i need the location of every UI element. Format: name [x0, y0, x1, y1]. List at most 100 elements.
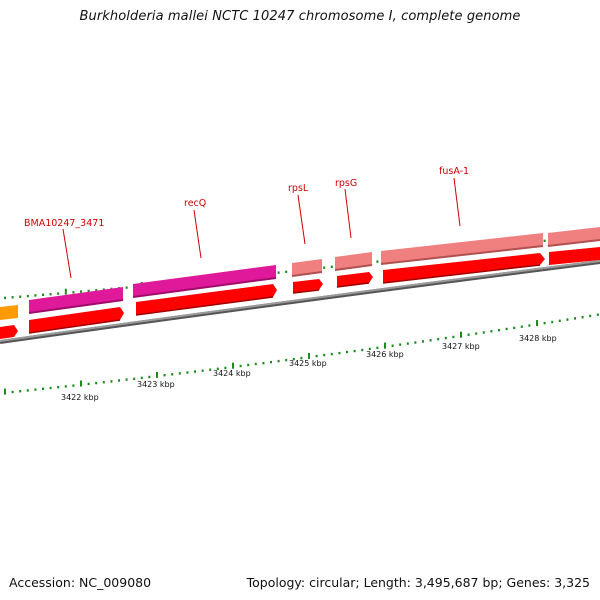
gene-track-minor-tick	[87, 289, 90, 293]
scale-track-minor-tick	[361, 348, 364, 352]
scale-track-minor-tick	[513, 326, 516, 330]
scale-track-minor-tick	[444, 336, 447, 340]
scale-track-minor-tick	[34, 388, 37, 391]
scale-track-minor-tick	[376, 346, 379, 349]
scale-track-minor-tick	[490, 330, 493, 333]
scale-track-minor-tick	[566, 318, 569, 321]
scale-label-3425: 3425 kbp	[289, 359, 327, 368]
gene-feature-orange	[0, 305, 18, 320]
scale-tick-track	[4, 313, 599, 395]
gene-track-minor-tick	[11, 296, 14, 299]
scale-track-major-tick	[308, 352, 310, 359]
gene-track-minor-tick	[323, 266, 326, 269]
gene-track-minor-tick	[102, 288, 105, 291]
gene-label-rpsG: rpsG	[335, 178, 357, 189]
scale-track-minor-tick	[399, 343, 402, 346]
scale-track-minor-tick	[596, 313, 599, 316]
leader-rpsL	[297, 194, 306, 245]
scale-labels: 3422 kbp 3423 kbp 3424 kbp 3425 kbp 3426…	[61, 334, 557, 402]
scale-track-minor-tick	[87, 382, 90, 386]
scale-track-minor-tick	[520, 325, 523, 328]
scale-track-minor-tick	[368, 347, 371, 351]
scale-track-minor-tick	[133, 377, 136, 380]
scale-track-minor-tick	[323, 353, 326, 357]
scale-track-minor-tick	[224, 366, 227, 370]
scale-track-minor-tick	[163, 374, 166, 377]
scale-track-minor-tick	[194, 370, 196, 373]
scale-track-minor-tick	[49, 386, 52, 390]
scale-track-minor-tick	[315, 354, 318, 358]
cds-features	[0, 247, 600, 339]
scale-track-minor-tick	[437, 338, 440, 341]
scale-track-minor-tick	[422, 340, 424, 343]
scale-track-minor-tick	[72, 384, 75, 387]
scale-track-minor-tick	[505, 327, 508, 331]
scale-label-3426: 3426 kbp	[366, 350, 404, 359]
scale-track-minor-tick	[178, 372, 181, 375]
gene-track-minor-tick	[285, 270, 288, 273]
scale-track-minor-tick	[110, 380, 113, 383]
gene-track-minor-tick	[95, 289, 98, 292]
gene-features	[0, 227, 600, 320]
cds-arrow-0	[0, 325, 18, 339]
footer-topology: Topology: circular; Length: 3,495,687 bp…	[246, 575, 590, 590]
scale-track-major-tick	[536, 320, 538, 327]
scale-track-minor-tick	[574, 317, 576, 320]
scale-track-minor-tick	[498, 329, 500, 332]
scale-track-minor-tick	[429, 339, 432, 342]
scale-track-minor-tick	[528, 324, 531, 327]
scale-track-minor-tick	[292, 357, 295, 361]
gene-track-minor-tick	[34, 294, 37, 297]
cds-arrow-BMA10247_3471	[29, 307, 124, 333]
gene-track-major-tick	[64, 288, 67, 295]
gene-label-recQ: recQ	[184, 198, 206, 209]
leader-rpsG	[344, 188, 352, 239]
leader-recQ	[193, 209, 202, 259]
gene-track-minor-tick	[376, 260, 379, 263]
cds-arrow-fusA-1	[383, 253, 545, 283]
map-title: Burkholderia mallei NCTC 10247 chromosom…	[79, 9, 521, 24]
gene-track-minor-tick	[57, 292, 60, 295]
scale-track-minor-tick	[558, 319, 561, 322]
scale-track-major-tick	[384, 342, 386, 349]
scale-label-3427: 3427 kbp	[442, 342, 480, 351]
gene-track-minor-tick	[80, 290, 82, 293]
gene-track-minor-tick	[26, 294, 29, 298]
scale-track-minor-tick	[475, 332, 478, 335]
backbone	[0, 260, 600, 344]
scale-track-minor-tick	[270, 360, 272, 364]
scale-track-minor-tick	[102, 381, 105, 384]
cds-arrow-rpsL	[293, 279, 323, 293]
gene-feature-recQ	[133, 265, 276, 297]
gene-feature-fusA-1	[381, 233, 543, 264]
scale-track-minor-tick	[239, 364, 242, 368]
cds-arrow-recQ	[136, 284, 277, 315]
scale-track-minor-tick	[209, 368, 212, 371]
leader-BMA10247_3471	[62, 228, 72, 279]
scale-track-minor-tick	[201, 369, 204, 372]
scale-label-3423: 3423 kbp	[137, 380, 175, 389]
gene-track-minor-tick	[330, 265, 333, 268]
scale-track-minor-tick	[216, 367, 219, 370]
scale-track-minor-tick	[581, 316, 584, 319]
gene-label-rpsL: rpsL	[288, 183, 309, 194]
gene-label-BMA10247_3471: BMA10247_3471	[24, 218, 104, 229]
scale-label-3422: 3422 kbp	[61, 393, 99, 402]
scale-track-minor-tick	[589, 314, 592, 318]
scale-track-minor-tick	[338, 351, 341, 355]
gene-track-minor-tick	[19, 295, 22, 298]
scale-track-minor-tick	[42, 387, 44, 390]
scale-label-3428: 3428 kbp	[519, 334, 557, 343]
scale-track-major-tick	[460, 331, 462, 338]
scale-track-major-tick	[80, 380, 82, 387]
scale-track-minor-tick	[125, 378, 128, 381]
leader-fusA-1	[453, 177, 461, 227]
gene-track-minor-tick	[125, 286, 128, 289]
scale-track-minor-tick	[11, 390, 14, 394]
gene-track-minor-tick	[72, 291, 75, 294]
scale-track-minor-tick	[26, 389, 29, 392]
scale-track-minor-tick	[19, 390, 22, 393]
footer-accession: Accession: NC_009080	[9, 575, 152, 590]
gene-labels: BMA10247_3471 recQ rpsL rpsG fusA-1	[24, 166, 469, 279]
